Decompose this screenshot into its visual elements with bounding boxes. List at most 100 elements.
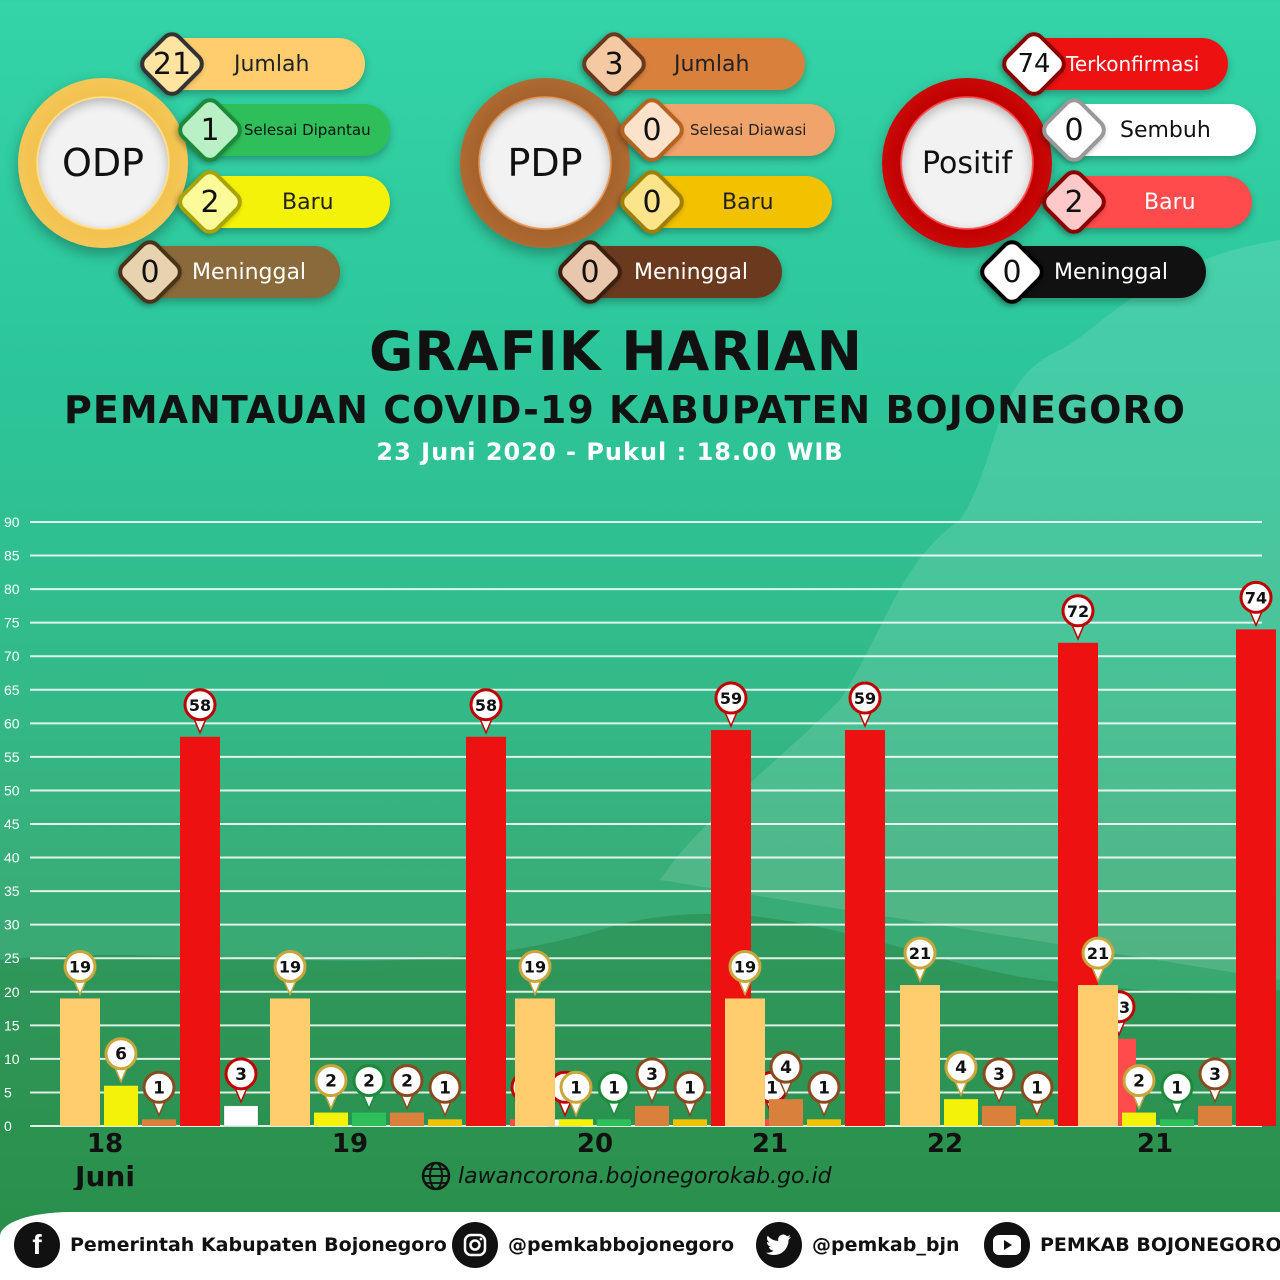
- data-marker: [1061, 594, 1095, 628]
- odp-total-value: 21: [152, 46, 192, 82]
- odp-new-value: 2: [200, 184, 220, 220]
- bar-odp_new: [559, 1119, 593, 1126]
- chart-subtitle: PEMANTAUAN COVID-19 KABUPATEN BOJONEGORO: [64, 388, 1186, 432]
- bar-odp_total: [60, 998, 100, 1126]
- y-tick-label: 35: [4, 883, 20, 899]
- bar-pdp_total: [142, 1119, 176, 1126]
- bar-pdp_total: [1198, 1105, 1232, 1126]
- bar-pdp_new: [673, 1119, 707, 1126]
- data-marker: [769, 1050, 803, 1084]
- y-tick-label: 40: [4, 850, 20, 866]
- bar-odp_total: [725, 998, 765, 1126]
- bar-pdp_total: [635, 1105, 669, 1126]
- odp-title: ODP: [38, 98, 168, 228]
- bar-pos_total: [1236, 629, 1276, 1126]
- data-label: 2: [363, 1072, 375, 1092]
- globe-icon: [421, 1161, 451, 1191]
- pdp-total-value: 3: [604, 46, 624, 82]
- data-label: 1: [570, 1078, 582, 1098]
- data-label: 3: [993, 1065, 1005, 1085]
- facebook-icon: f: [14, 1222, 60, 1268]
- y-tick-label: 45: [4, 816, 20, 832]
- y-tick-label: 25: [4, 950, 20, 966]
- y-tick-label: 0: [4, 1118, 12, 1134]
- data-label: 21: [909, 944, 931, 963]
- data-label: 74: [1245, 588, 1267, 607]
- data-label: 3: [646, 1065, 658, 1085]
- data-marker: [635, 1057, 669, 1091]
- data-marker: [352, 1064, 386, 1098]
- bar-odp_total: [1078, 985, 1118, 1126]
- chart-date: 23 Juni 2020 - Pukul : 18.00 WIB: [376, 438, 844, 466]
- chart-title: GRAFIK HARIAN: [369, 320, 863, 383]
- data-label: 4: [955, 1058, 967, 1078]
- bar-odp_new: [104, 1085, 138, 1126]
- data-marker: [224, 1057, 258, 1091]
- data-marker: [390, 1064, 424, 1098]
- data-marker: [597, 1070, 631, 1104]
- pdp-total-label: Jumlah: [674, 51, 750, 77]
- x-category-label: 20: [577, 1129, 613, 1159]
- data-label: 1: [608, 1078, 620, 1098]
- bar-pdp_total: [769, 1099, 803, 1126]
- data-marker: [1198, 1057, 1232, 1091]
- twitter-text: @pemkab_bjn: [812, 1234, 960, 1256]
- data-marker: [559, 1070, 593, 1104]
- data-label: 1: [153, 1078, 165, 1098]
- data-marker: [428, 1070, 462, 1104]
- data-marker: [314, 1064, 348, 1098]
- y-tick-label: 65: [4, 682, 20, 698]
- data-marker: [1239, 580, 1273, 614]
- data-label: 19: [524, 957, 546, 976]
- facebook-link[interactable]: f Pemerintah Kabupaten Bojonegoro: [14, 1222, 447, 1268]
- data-label: 3: [1209, 1065, 1221, 1085]
- data-label: 6: [115, 1045, 127, 1065]
- x-category-label: 18: [87, 1129, 123, 1159]
- pdp-new-label: Baru: [722, 189, 774, 215]
- data-label: 19: [279, 957, 301, 976]
- data-label: 59: [720, 689, 742, 708]
- youtube-icon: [984, 1222, 1030, 1268]
- data-marker: [63, 949, 97, 983]
- bar-pos_total: [180, 736, 220, 1126]
- data-marker: [728, 949, 762, 983]
- data-marker: [1122, 1064, 1156, 1098]
- bar-odp_total: [270, 998, 310, 1126]
- positif-new-value: 2: [1064, 184, 1084, 220]
- y-tick-label: 80: [4, 581, 20, 597]
- positif-new-label: Baru: [1144, 189, 1196, 215]
- twitter-link[interactable]: @pemkab_bjn: [756, 1222, 959, 1268]
- data-marker: [673, 1070, 707, 1104]
- x-category-sublabel: Juni: [73, 1160, 135, 1190]
- positif-done-label: Sembuh: [1120, 117, 1211, 143]
- data-label: 19: [734, 957, 756, 976]
- youtube-link[interactable]: PEMKAB BOJONEGORO: [984, 1222, 1280, 1268]
- y-tick-label: 75: [4, 615, 20, 631]
- data-marker: [273, 949, 307, 983]
- x-category-label: 21: [752, 1129, 788, 1159]
- daily-bar-chart: 0 5 10 15 20 25 30 35 40 45 50 55 60 65 70 75 80 85 90 19 6 1…: [4, 514, 1276, 1190]
- instagram-link[interactable]: @pemkabbojonegoro: [452, 1222, 734, 1268]
- data-marker: [944, 1050, 978, 1084]
- data-label: 72: [1067, 602, 1089, 621]
- data-marker: [848, 681, 882, 715]
- bar-pdp_total: [390, 1112, 424, 1126]
- y-tick-label: 10: [4, 1051, 20, 1067]
- data-marker: [142, 1070, 176, 1104]
- positif-done-value: 0: [1064, 112, 1084, 148]
- data-label: 58: [189, 696, 211, 715]
- x-category-label: 19: [332, 1129, 368, 1159]
- pdp-dead-label: Meninggal: [634, 259, 749, 285]
- positif-title: Positif: [902, 98, 1032, 228]
- pdp-done-label: Selesai Diawasi: [690, 121, 807, 139]
- positif-total-label: Terkonfirmasi: [1066, 52, 1200, 76]
- x-category-label: 22: [927, 1129, 963, 1159]
- data-label: 2: [325, 1072, 337, 1092]
- data-label: 1: [1171, 1078, 1183, 1098]
- positif-dead-label: Meninggal: [1054, 259, 1169, 285]
- data-marker: [714, 681, 748, 715]
- bar-pdp_new: [807, 1119, 841, 1126]
- website-text: lawancorona.bojonegorokab.go.id: [458, 1163, 832, 1189]
- website-link[interactable]: lawancorona.bojonegorokab.go.id: [420, 1160, 832, 1192]
